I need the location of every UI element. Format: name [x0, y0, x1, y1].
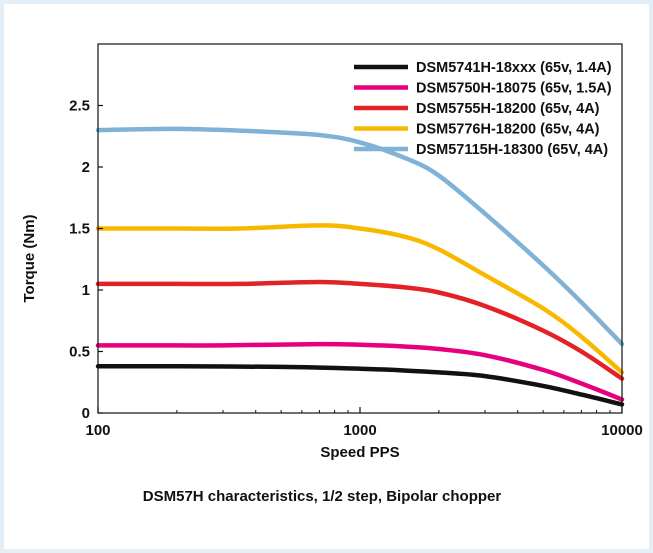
y-tick-label: 0.5	[69, 344, 90, 361]
y-tick-label: 1	[82, 282, 90, 299]
y-tick-label: 2.5	[69, 98, 90, 115]
y-axis-ticks: 0 0.5 1 1.5 2 2.5	[69, 98, 103, 422]
series-line	[95, 126, 625, 347]
chart-caption: DSM57H characteristics, 1/2 step, Bipola…	[143, 488, 502, 505]
series-line	[95, 279, 625, 381]
legend: DSM5741H-18xxx (65v, 1.4A) DSM5750H-18075…	[354, 60, 612, 158]
y-axis-title: Torque (Nm)	[21, 214, 38, 302]
legend-label: DSM5750H-18075 (65v, 1.5A)	[416, 81, 612, 97]
torque-speed-chart: 100 1000 10000 0 0.5 1 1.5 2 2.5 Speed PPS Torq…	[21, 43, 643, 505]
x-tick-label: 1000	[343, 422, 376, 439]
x-axis-title: Speed PPS	[320, 444, 399, 461]
legend-label: DSM5776H-18200 (65v, 4A)	[416, 122, 600, 138]
legend-label: DSM5741H-18xxx (65v, 1.4A)	[416, 60, 612, 76]
series-line	[95, 364, 625, 407]
legend-label: DSM5755H-18200 (65v, 4A)	[416, 101, 600, 117]
series-lines	[95, 126, 625, 407]
x-axis-ticks: 100 1000 10000	[85, 407, 643, 439]
x-tick-label: 10000	[601, 422, 643, 439]
series-line	[95, 341, 625, 402]
legend-label: DSM57115H-18300 (65V, 4A)	[416, 142, 608, 158]
x-tick-label: 100	[85, 422, 110, 439]
series-line	[95, 223, 625, 375]
y-tick-label: 1.5	[69, 221, 90, 238]
y-tick-label: 0	[82, 405, 90, 422]
y-tick-label: 2	[82, 159, 90, 176]
